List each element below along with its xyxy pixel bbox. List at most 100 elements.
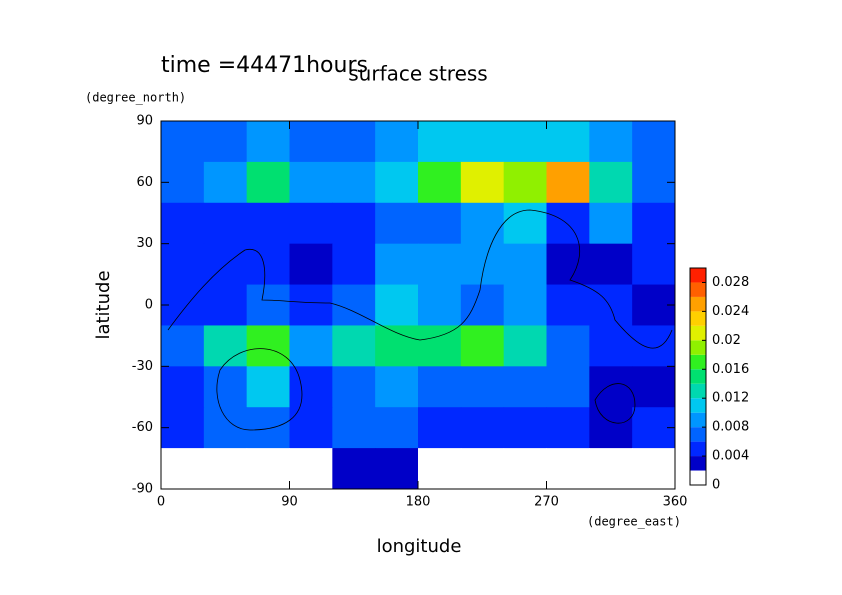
subtitle: time =44471hours [161,53,368,78]
colorbar-swatch [690,325,706,341]
field-cell [203,121,248,163]
field-cell [246,202,290,245]
field-cell [632,243,676,286]
field-cell [332,448,376,490]
field-cell [503,243,547,286]
field-cell [589,284,633,326]
x-tick-label: 0 [157,495,165,510]
y-tick-label: 0 [145,298,153,313]
field-cell [375,243,419,286]
field-cell [289,243,333,286]
field-cell [246,448,290,490]
colorbar-swatch [690,296,706,312]
field-cell [161,366,205,408]
field-cell [589,121,633,163]
field-cell [246,366,290,408]
field-cell [332,366,376,408]
field-cell [289,366,333,408]
field-cell [418,121,462,163]
field-cell [418,243,462,286]
field-cell [632,202,676,245]
chart-title: surface stress [348,62,487,86]
field-cell [418,407,462,449]
field-cell [546,407,590,449]
field-cell [632,366,676,408]
coastline [594,383,636,424]
field-cell [503,325,547,367]
field-cell [332,407,376,449]
field-cell [460,284,505,326]
field-cell [375,448,419,490]
field-cell [203,448,248,490]
field-cell [503,407,547,449]
field-cell [289,325,333,367]
field-cell [546,161,590,204]
field-cell [418,366,462,408]
colorbar-frame [689,267,707,486]
field-cell [246,325,290,367]
coastline [167,209,673,349]
y-unit: (degree_north) [85,91,186,105]
field-cell [203,161,248,204]
field-cell [546,202,590,245]
field-cell [632,121,676,163]
field-cell [332,161,376,204]
field-cell [589,366,633,408]
field-cell [546,121,590,163]
colorbar-tick-label: 0.004 [712,449,749,464]
coastlines [167,209,673,431]
field-cell [375,325,419,367]
field-cell [418,325,462,367]
colorbar-swatch [690,412,706,428]
field-cell [289,121,333,163]
field-cell [460,121,505,163]
x-tick-label: 270 [534,495,559,510]
colorbar-swatch [690,470,706,485]
field-cell [332,202,376,245]
y-tick-label: 30 [136,236,153,251]
field-cell [289,284,333,326]
colorbar-swatch [690,354,706,370]
coastline [216,348,303,431]
field-cell [418,284,462,326]
field-cell [503,448,547,490]
field-cell [161,121,205,163]
field-cell [546,284,590,326]
field-cell [418,161,462,204]
field-cell [289,407,333,449]
y-tick-label: 60 [136,175,153,190]
x-unit: (degree_east) [587,515,681,529]
field-cell [503,366,547,408]
field-cell [460,202,505,245]
field-cell [203,407,248,449]
axes: 0 90 180 270 360 -90 -60 -30 0 30 60 90 [132,114,688,510]
colorbar-tick-label: 0.028 [712,275,749,290]
x-tick-label: 90 [281,495,298,510]
field-cell [375,366,419,408]
field-cell [203,366,248,408]
field-cell [503,161,547,204]
colorbar-swatch [690,311,706,326]
field-cell [589,407,633,449]
field-cell [289,202,333,245]
field-cell [161,243,205,286]
field-cell [460,448,505,490]
colorbar-swatch [690,456,706,471]
x-axis-label: longitude [377,536,462,557]
field-cell [546,325,590,367]
colorbar-swatch [690,369,706,384]
field-cell [589,448,633,490]
y-tick-label: -60 [132,420,153,435]
field-cell [418,202,462,245]
field-cell [161,202,205,245]
field-cell [289,448,333,490]
field-cell [246,284,290,326]
field-cell [203,325,248,367]
field-cell [460,407,505,449]
field-cell [503,202,547,245]
field-cell [332,325,376,367]
field-cell [246,161,290,204]
colorbar-swatch [690,383,706,399]
field-cell [203,284,248,326]
